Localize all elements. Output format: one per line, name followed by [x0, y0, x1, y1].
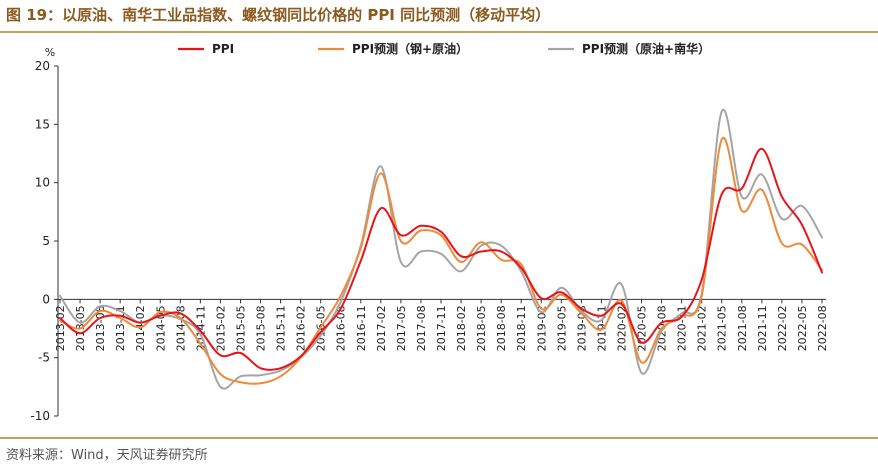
x-tick-label: 2022-08 — [816, 305, 829, 351]
y-tick-label: -10 — [30, 409, 50, 423]
legend-label-2: PPI预测（原油+南华） — [582, 41, 710, 56]
x-tick-label: 2015-02 — [214, 305, 227, 351]
x-tick-label: 2022-05 — [796, 305, 809, 351]
source-note: 资料来源：Wind，天风证券研究所 — [6, 448, 208, 463]
x-tick-label: 2017-08 — [415, 305, 428, 351]
x-tick-label: 2021-05 — [716, 305, 729, 351]
x-tick-label: 2017-11 — [435, 305, 448, 351]
y-tick-label: 15 — [35, 117, 50, 131]
x-tick-label: 2017-05 — [395, 305, 408, 351]
series-line-1 — [59, 136, 823, 385]
x-tick-label: 2017-02 — [375, 305, 388, 351]
x-tick-label: 2015-11 — [275, 305, 288, 351]
x-tick-label: 2014-02 — [134, 305, 147, 351]
x-tick-label: 2020-02 — [615, 305, 628, 351]
y-tick-label: 20 — [35, 59, 50, 73]
x-tick-label: 2019-05 — [555, 305, 568, 351]
legend-label-0: PPI — [212, 42, 234, 56]
y-tick-label: 5 — [42, 234, 50, 248]
y-tick-label: 10 — [35, 176, 50, 190]
x-tick-label: 2015-08 — [255, 305, 268, 351]
x-tick-label: 2015-05 — [234, 305, 247, 351]
x-tick-label: 2021-02 — [696, 305, 709, 351]
title-bar: 图 19：以原油、南华工业品指数、螺纹钢同比价格的 PPI 同比预测（移动平均） — [0, 0, 878, 34]
bottom-divider — [0, 437, 878, 439]
x-tick-label: 2021-08 — [736, 305, 749, 351]
legend: PPI PPI预测（钢+原油） PPI预测（原油+南华） — [178, 41, 710, 56]
x-tick-label: 2021-11 — [756, 305, 769, 351]
x-tick-label: 2019-02 — [535, 305, 548, 351]
x-tick-label: 2016-02 — [295, 305, 308, 351]
x-tick-label: 2018-11 — [515, 305, 528, 351]
y-tick-label: 0 — [42, 292, 50, 306]
y-tick-label: -5 — [38, 351, 50, 365]
chart-area: -10 -5 0 5 10 15 20% 2013-02 2013-05 2013-08 2013-… — [0, 34, 878, 436]
x-tick-label: 2016-11 — [355, 305, 368, 351]
x-tick-label: 2013-02 — [54, 305, 67, 351]
series-line-0 — [59, 147, 823, 371]
legend-label-1: PPI预测（钢+原油） — [352, 41, 468, 56]
series-layer — [59, 108, 823, 390]
x-tick-label: 2020-05 — [636, 305, 649, 351]
y-unit-label: % — [45, 46, 55, 59]
x-tick-label: 2013-08 — [94, 305, 107, 351]
x-tick-label: 2018-05 — [475, 305, 488, 351]
x-tick-label: 2016-08 — [335, 305, 348, 351]
figure-title: 图 19：以原油、南华工业品指数、螺纹钢同比价格的 PPI 同比预测（移动平均） — [6, 6, 551, 24]
title-divider — [0, 31, 878, 33]
x-tick-label: 2022-02 — [776, 305, 789, 351]
x-tick-label: 2018-08 — [495, 305, 508, 351]
x-tick-label: 2018-02 — [455, 305, 468, 351]
